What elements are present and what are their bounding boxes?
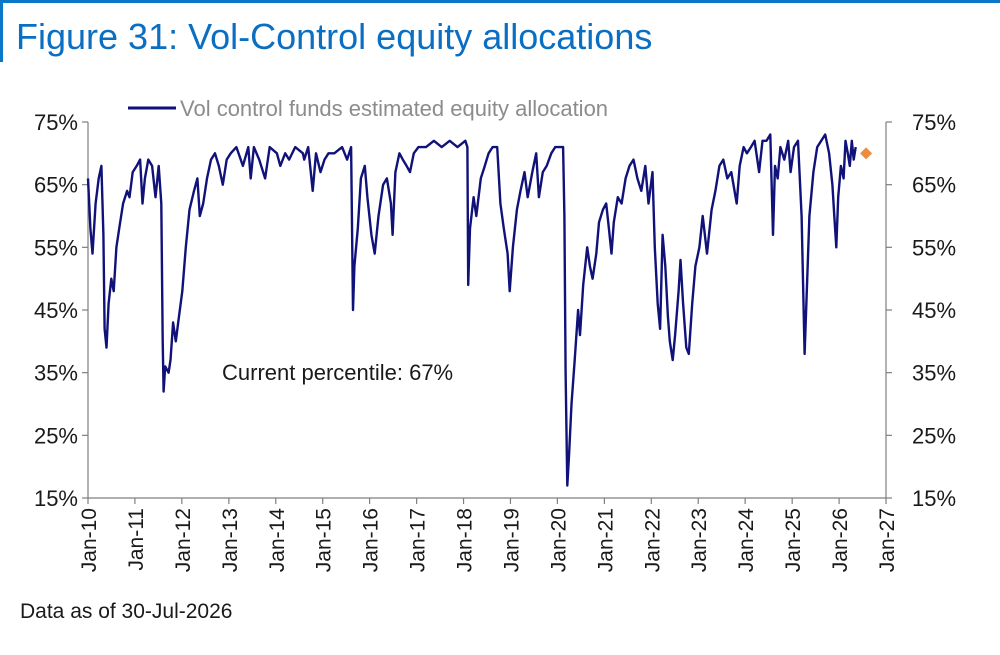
chart-axes: 15% 15% 25% 25% 35% 35% 45% 45% 55% 55% 65% 65% 75% 7… [34, 110, 956, 572]
x-tick-label: Jan-23 [688, 508, 711, 572]
x-tick-label: Jan-22 [641, 508, 664, 572]
y-tick-label-right: 45% [912, 298, 956, 323]
current-value-marker [860, 147, 873, 160]
x-tick-label: Jan-12 [172, 508, 195, 572]
y-tick-label-right: 65% [912, 173, 956, 198]
series-line [86, 133, 857, 487]
y-tick-label-right: 55% [912, 235, 956, 260]
y-tick-label-left: 35% [34, 361, 78, 386]
y-tick-label-right: 35% [912, 361, 956, 386]
x-tick-label: Jan-25 [782, 508, 805, 572]
y-tick-label-right: 15% [912, 486, 956, 511]
header-rule [0, 0, 1000, 3]
y-tick-label-left: 15% [34, 486, 78, 511]
x-tick-label: Jan-27 [876, 508, 899, 572]
x-tick-label: Jan-20 [547, 508, 570, 572]
y-tick-label-left: 75% [34, 110, 78, 135]
y-tick-label-right: 75% [912, 110, 956, 135]
x-tick-label: Jan-18 [454, 508, 477, 572]
x-tick-label: Jan-21 [594, 508, 617, 572]
x-tick-label: Jan-15 [313, 508, 336, 572]
figure-title: Figure 31: Vol-Control equity allocation… [16, 16, 653, 57]
x-tick-label: Jan-16 [360, 508, 383, 572]
footnote: Data as of 30-Jul-2026 [20, 600, 233, 623]
header-left-rule [0, 0, 3, 62]
y-tick-label-left: 25% [34, 423, 78, 448]
x-tick-label: Jan-24 [735, 508, 758, 573]
y-tick-label-left: 55% [34, 235, 78, 260]
x-tick-label: Jan-11 [125, 508, 148, 571]
x-tick-label: Jan-14 [266, 508, 289, 573]
chart-annotation: Current percentile: 67% [222, 360, 453, 385]
x-tick-label: Jan-13 [219, 508, 242, 572]
legend-label: Vol control funds estimated equity alloc… [180, 96, 608, 121]
y-tick-label-left: 65% [34, 173, 78, 198]
y-tick-label-right: 25% [912, 423, 956, 448]
y-tick-label-left: 45% [34, 298, 78, 323]
x-tick-label: Jan-19 [500, 508, 523, 572]
series-layer [86, 133, 873, 487]
x-tick-label: Jan-10 [78, 508, 101, 572]
x-tick-label: Jan-17 [407, 508, 430, 572]
x-tick-label: Jan-26 [829, 508, 852, 572]
chart-legend: Vol control funds estimated equity alloc… [128, 96, 608, 121]
